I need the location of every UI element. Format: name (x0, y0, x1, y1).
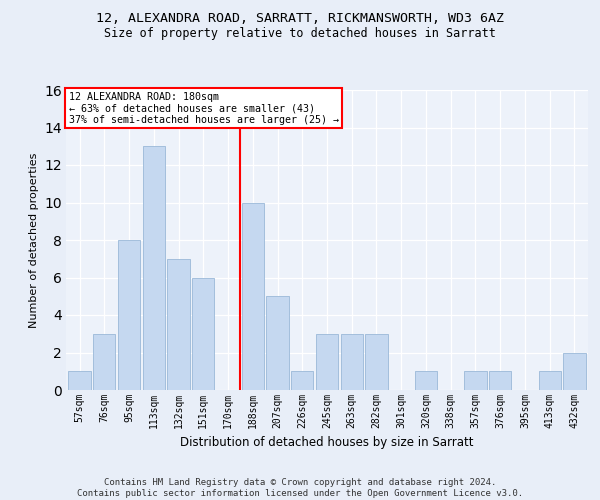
Bar (291, 371, 313, 390)
Bar (68, 371, 91, 390)
Bar (489, 371, 511, 390)
Y-axis label: Number of detached properties: Number of detached properties (29, 152, 38, 328)
Bar (563, 352, 586, 390)
Bar (143, 146, 165, 390)
Bar (118, 240, 140, 390)
Bar (464, 371, 487, 390)
Bar (365, 334, 388, 390)
Bar (242, 202, 264, 390)
Bar (192, 278, 214, 390)
Bar (539, 371, 561, 390)
Text: 12 ALEXANDRA ROAD: 180sqm
← 63% of detached houses are smaller (43)
37% of semi-: 12 ALEXANDRA ROAD: 180sqm ← 63% of detac… (68, 92, 338, 124)
Bar (316, 334, 338, 390)
Bar (415, 371, 437, 390)
Text: Contains HM Land Registry data © Crown copyright and database right 2024.
Contai: Contains HM Land Registry data © Crown c… (77, 478, 523, 498)
Text: Size of property relative to detached houses in Sarratt: Size of property relative to detached ho… (104, 28, 496, 40)
Text: 12, ALEXANDRA ROAD, SARRATT, RICKMANSWORTH, WD3 6AZ: 12, ALEXANDRA ROAD, SARRATT, RICKMANSWOR… (96, 12, 504, 26)
Bar (341, 334, 363, 390)
Bar (167, 259, 190, 390)
X-axis label: Distribution of detached houses by size in Sarratt: Distribution of detached houses by size … (180, 436, 474, 450)
Bar (266, 296, 289, 390)
Bar (93, 334, 115, 390)
